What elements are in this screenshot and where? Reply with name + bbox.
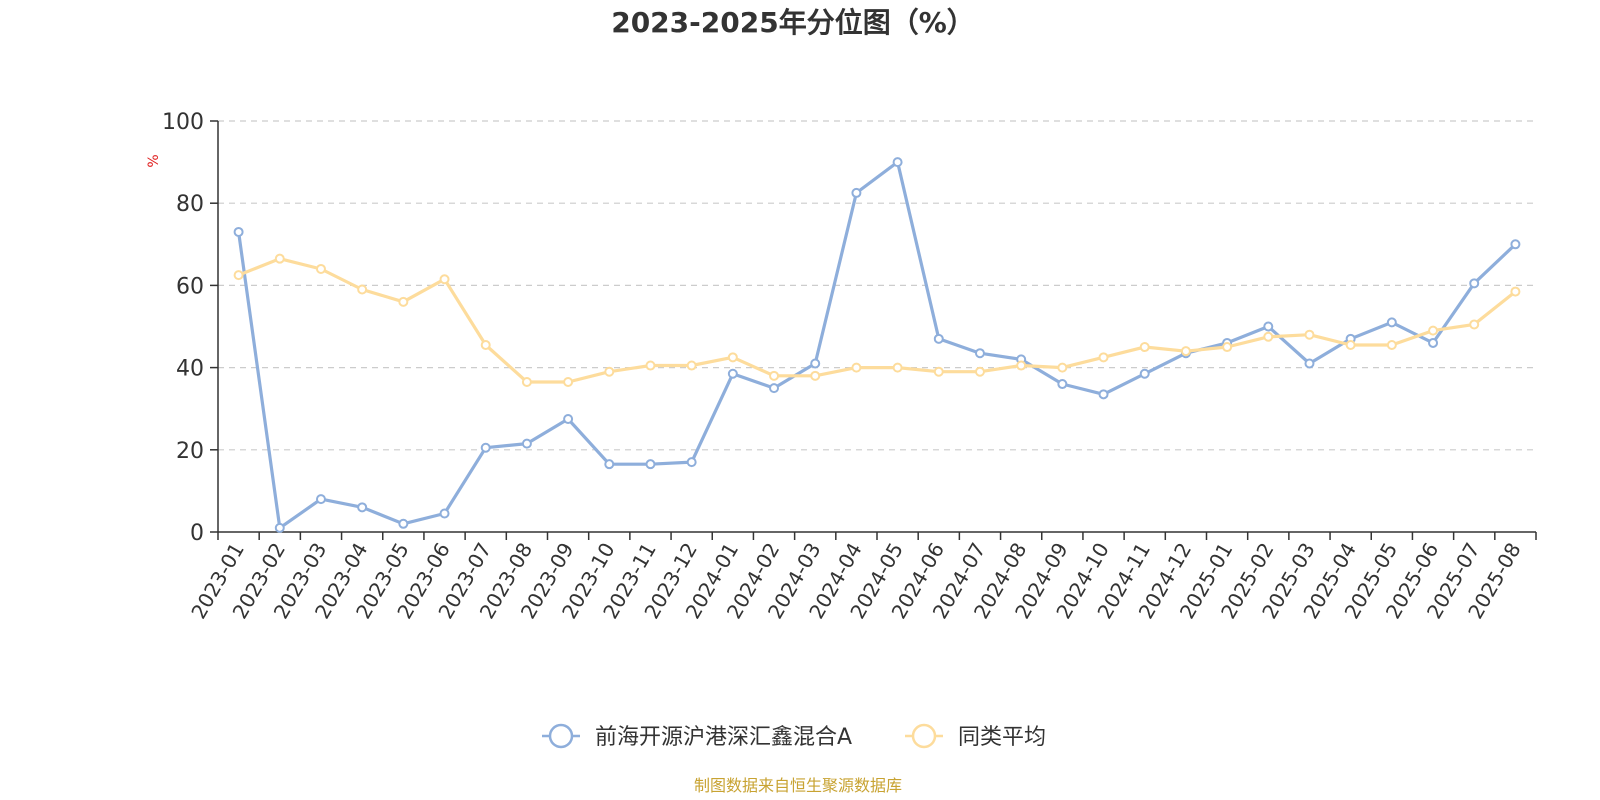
data-point[interactable]	[315, 494, 326, 505]
data-point[interactable]	[521, 376, 532, 387]
data-point[interactable]	[1139, 368, 1150, 379]
data-point[interactable]	[974, 366, 985, 377]
data-point[interactable]	[974, 348, 985, 359]
y-tick-label: 60	[176, 274, 204, 299]
legend-label: 前海开源沪港深汇鑫混合A	[595, 725, 852, 750]
data-point[interactable]	[1510, 239, 1521, 250]
data-point[interactable]	[1057, 362, 1068, 373]
data-point[interactable]	[1304, 358, 1315, 369]
data-point[interactable]	[1263, 331, 1274, 342]
data-point[interactable]	[1098, 352, 1109, 363]
data-point[interactable]	[769, 370, 780, 381]
legend[interactable]: 前海开源沪港深汇鑫混合A 同类平均	[542, 723, 1046, 750]
y-tick-label: 40	[176, 357, 204, 382]
data-point[interactable]	[1263, 321, 1274, 332]
data-point[interactable]	[1139, 342, 1150, 353]
data-point[interactable]	[233, 226, 244, 237]
data-point[interactable]	[480, 442, 491, 453]
data-point[interactable]	[645, 360, 656, 371]
data-point[interactable]	[1510, 286, 1521, 297]
data-point[interactable]	[1098, 389, 1109, 400]
legend-circle-icon	[548, 723, 574, 749]
legend-label: 同类平均	[958, 725, 1046, 750]
data-point[interactable]	[480, 339, 491, 350]
legend-item-2[interactable]: 同类平均	[905, 723, 1046, 750]
data-point[interactable]	[1469, 319, 1480, 330]
data-point[interactable]	[274, 253, 285, 264]
data-point[interactable]	[398, 518, 409, 529]
series-line	[237, 160, 1518, 530]
data-point[interactable]	[810, 358, 821, 369]
legend-item-1[interactable]: 前海开源沪港深汇鑫混合A	[542, 723, 852, 750]
y-tick-label: 80	[176, 192, 204, 217]
data-point[interactable]	[645, 459, 656, 470]
series-1	[233, 157, 1521, 533]
data-point[interactable]	[1345, 339, 1356, 350]
gridlines	[218, 120, 1536, 451]
data-point[interactable]	[1428, 337, 1439, 348]
axes	[217, 121, 1536, 533]
data-point[interactable]	[604, 366, 615, 377]
data-point[interactable]	[357, 284, 368, 295]
data-point[interactable]	[686, 457, 697, 468]
data-point[interactable]	[1057, 379, 1068, 390]
series-2	[233, 253, 1521, 387]
data-point[interactable]	[274, 522, 285, 533]
y-axis-unit-label: %	[146, 154, 162, 167]
data-source-note: 制图数据来自恒生聚源数据库	[694, 776, 902, 795]
data-point[interactable]	[1180, 346, 1191, 357]
data-point[interactable]	[851, 187, 862, 198]
data-point[interactable]	[933, 333, 944, 344]
x-axis-ticks: 2023-012023-022023-032023-042023-052023-…	[186, 532, 1537, 623]
data-point[interactable]	[357, 502, 368, 513]
data-point[interactable]	[439, 274, 450, 285]
data-point[interactable]	[769, 383, 780, 394]
data-point[interactable]	[933, 366, 944, 377]
series-layer	[233, 157, 1521, 533]
data-point[interactable]	[892, 157, 903, 168]
data-point[interactable]	[810, 370, 821, 381]
data-point[interactable]	[604, 459, 615, 470]
data-point[interactable]	[727, 368, 738, 379]
data-point[interactable]	[1469, 278, 1480, 289]
data-point[interactable]	[686, 360, 697, 371]
data-point[interactable]	[851, 362, 862, 373]
data-point[interactable]	[1386, 339, 1397, 350]
data-point[interactable]	[563, 413, 574, 424]
data-point[interactable]	[1304, 329, 1315, 340]
y-tick-label: 20	[176, 439, 204, 464]
data-point[interactable]	[521, 438, 532, 449]
y-axis-ticks: 0 20 40 60 80 100	[162, 110, 218, 546]
data-point[interactable]	[892, 362, 903, 373]
data-point[interactable]	[563, 376, 574, 387]
chart-title: 2023-2025年分位图（%）	[611, 6, 975, 39]
data-point[interactable]	[1428, 325, 1439, 336]
data-point[interactable]	[1222, 342, 1233, 353]
data-point[interactable]	[233, 270, 244, 281]
y-tick-label: 0	[190, 521, 204, 546]
data-point[interactable]	[1386, 317, 1397, 328]
data-point[interactable]	[315, 263, 326, 274]
legend-circle-icon	[911, 723, 937, 749]
y-tick-label: 100	[162, 110, 204, 135]
data-point[interactable]	[1016, 360, 1027, 371]
series-line	[237, 257, 1518, 384]
data-point[interactable]	[398, 296, 409, 307]
data-point[interactable]	[727, 352, 738, 363]
data-point[interactable]	[439, 508, 450, 519]
